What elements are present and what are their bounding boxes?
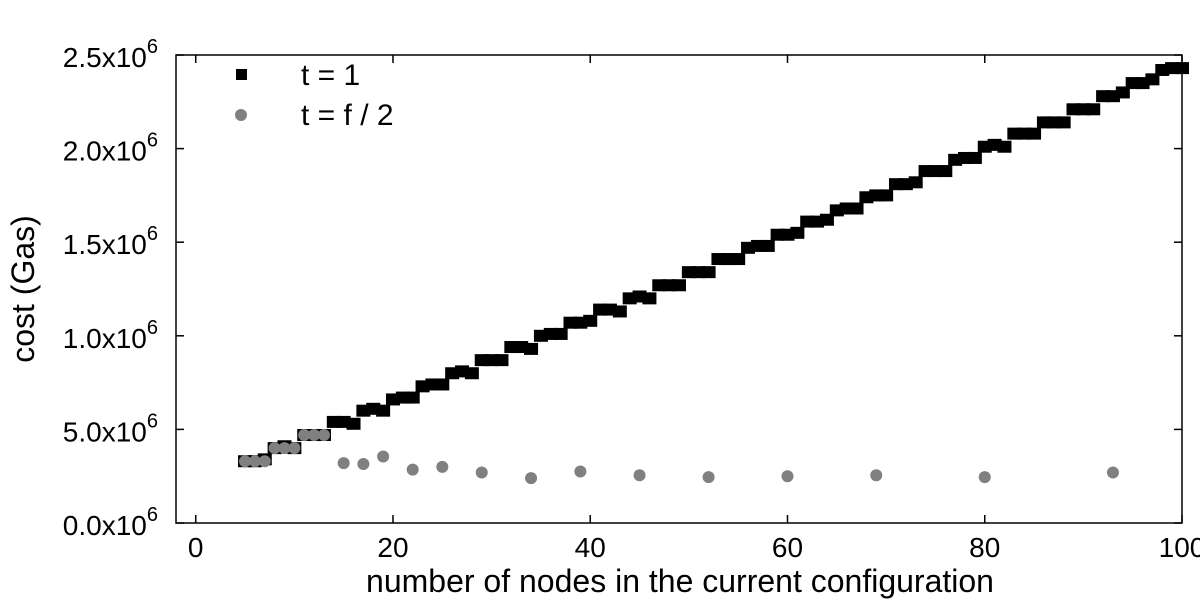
series-2-point <box>870 469 883 482</box>
series-1-point <box>1155 63 1170 76</box>
series-1-point <box>1007 127 1022 140</box>
legend-marker-square <box>236 69 247 80</box>
series-2-point <box>525 472 538 485</box>
series-1-point <box>1175 62 1189 75</box>
series-1-point <box>1145 73 1160 86</box>
series-1-point <box>583 314 598 327</box>
series-2-point <box>258 455 271 468</box>
series-1-point <box>819 213 834 226</box>
series-1-point <box>672 279 686 292</box>
series-2-point <box>406 463 419 476</box>
x-axis-label: number of nodes in the current configura… <box>366 563 994 599</box>
x-tick-label: 40 <box>575 532 606 563</box>
series-1-point <box>612 305 627 318</box>
plot-frame <box>175 54 1183 524</box>
series-2-point <box>298 429 311 442</box>
series-2-point <box>248 455 261 468</box>
series-2-point <box>308 429 321 442</box>
legend-label-series-1: t = 1 <box>301 59 360 92</box>
legend-marker-circle <box>235 109 247 121</box>
series-1-point <box>1056 116 1071 129</box>
x-tick-label: 60 <box>772 532 803 563</box>
y-tick-label: 1.5x106 <box>63 223 158 260</box>
series-2-point <box>702 471 715 484</box>
series-2-point <box>633 469 646 482</box>
y-tick-label: 5.0x106 <box>63 410 158 447</box>
series-1-point <box>1115 86 1130 99</box>
series-1-point <box>938 165 953 178</box>
y-axis-label: cost (Gas) <box>5 215 41 363</box>
series-2-point <box>288 442 301 455</box>
series-2-point <box>436 460 449 473</box>
series-2-point <box>337 457 350 470</box>
y-tick-label: 1.0x106 <box>63 317 158 354</box>
x-tick-label: 100 <box>1159 532 1200 563</box>
series-2-point <box>475 466 488 479</box>
series-1-point <box>731 253 746 266</box>
series-1-point <box>376 404 391 417</box>
series-2-point <box>377 450 390 463</box>
x-tick-labels: 0 20 40 60 80 100 <box>188 532 1200 563</box>
series-1-point <box>642 292 657 305</box>
series-1-point <box>908 176 923 189</box>
series-1-point <box>553 327 568 340</box>
x-tick-label: 0 <box>188 532 204 563</box>
series-2-point <box>357 458 370 471</box>
series-1-point <box>879 189 894 202</box>
series-1-point <box>494 354 509 367</box>
series-1-point <box>1086 103 1101 116</box>
axis-ticks <box>176 54 1183 524</box>
series-2-point <box>317 429 330 442</box>
series-1-point <box>849 202 864 215</box>
series-1-point <box>790 226 805 239</box>
series-1-point <box>997 140 1012 153</box>
series-1-point <box>464 367 479 380</box>
series-1-point <box>1027 127 1042 140</box>
x-tick-label: 20 <box>377 532 408 563</box>
data-points <box>238 62 1189 485</box>
y-tick-labels: 0.0x106 5.0x106 1.0x106 1.5x106 2.0x106 2.5x1… <box>63 36 158 541</box>
series-1-point <box>405 391 420 404</box>
series-1-point <box>435 378 450 391</box>
y-tick-label: 2.5x106 <box>63 36 158 73</box>
x-tick-label: 80 <box>969 532 1000 563</box>
series-1-point <box>346 417 361 430</box>
series-2-point <box>978 471 991 484</box>
series-1-point <box>524 342 539 355</box>
legend-label-series-2: t = f / 2 <box>301 99 394 132</box>
series-1-point <box>967 151 982 164</box>
series-2-point <box>1106 466 1119 479</box>
legend: t = 1 t = f / 2 <box>235 59 394 132</box>
series-2-point <box>781 470 794 483</box>
series-2-point <box>239 455 252 468</box>
series-2-point <box>268 442 281 455</box>
series-1-point <box>1017 127 1032 140</box>
series-1-point <box>701 266 716 279</box>
y-tick-label: 2.0x106 <box>63 130 158 167</box>
series-2-point <box>574 465 587 478</box>
y-tick-label: 0.0x106 <box>63 504 158 541</box>
series-1-point <box>760 239 775 252</box>
series-2-point <box>278 442 291 455</box>
